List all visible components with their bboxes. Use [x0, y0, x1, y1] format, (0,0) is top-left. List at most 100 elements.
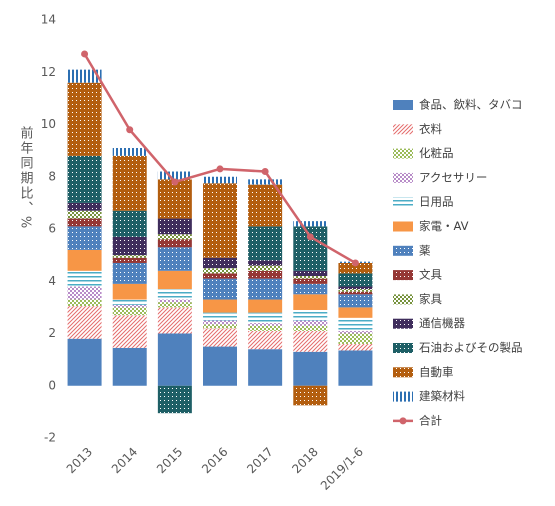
bar-segment [203, 268, 237, 274]
bar-segment [293, 278, 328, 284]
bar-segment [112, 262, 147, 284]
bar-segment [338, 350, 373, 386]
bar-segment [67, 155, 102, 203]
legend-label: 家具 [419, 292, 442, 306]
bar-segment [157, 333, 192, 386]
bar-segment [293, 385, 328, 406]
bar-segment [248, 323, 283, 326]
bar-segment [338, 273, 373, 287]
y-tick-label: 8 [48, 169, 56, 183]
legend-swatch [393, 270, 413, 281]
bar-segment [203, 278, 237, 300]
legend-label: 薬 [419, 243, 431, 257]
x-tick-label: 2016 [199, 445, 230, 476]
bar-segment [293, 221, 328, 227]
bar-segment [112, 210, 147, 237]
bar-segment [67, 202, 102, 211]
legend-label: 石油およびその製品 [419, 341, 523, 355]
bar-segment [67, 69, 102, 83]
bar-segment [203, 312, 237, 321]
total-marker [261, 168, 269, 176]
bar-segment [112, 257, 147, 263]
bar-segment [157, 307, 192, 334]
bar-segment [203, 328, 237, 347]
bar-segment [67, 286, 102, 300]
bar-segment [248, 330, 283, 350]
bar-segment [112, 236, 147, 256]
bar-segment [112, 255, 147, 258]
bar-segment [112, 283, 147, 300]
total-marker [171, 178, 179, 186]
y-tick-label: 14 [41, 13, 56, 27]
bar-segment [157, 299, 192, 303]
bar-segment [293, 330, 328, 352]
legend-label: 文具 [419, 268, 442, 282]
total-marker [216, 165, 224, 173]
y-tick-label: 10 [41, 117, 56, 131]
bar-segment [157, 385, 192, 414]
y-tick-label: -2 [44, 431, 56, 445]
bar-segment [157, 179, 192, 219]
bar-segment [203, 183, 237, 258]
legend-swatch [393, 148, 413, 159]
bar-segment [67, 249, 102, 271]
total-marker [81, 50, 89, 58]
bar-segment [293, 351, 328, 386]
y-tick-label: 12 [41, 65, 56, 79]
legend-swatch [393, 318, 413, 329]
bar-segment [203, 324, 237, 329]
bar-segment [248, 226, 283, 261]
bar-segment [248, 349, 283, 386]
bar-segment [157, 234, 192, 240]
bar-segment [157, 289, 192, 300]
bar-segment [112, 304, 147, 308]
bar-segment [112, 299, 147, 305]
legend-label: 衣料 [419, 122, 442, 136]
legend-swatch [393, 391, 413, 402]
bar-segment [338, 286, 373, 290]
bar-segment [293, 320, 328, 326]
y-tick-label: 0 [48, 378, 56, 392]
legend-marker [399, 417, 407, 425]
legend-swatch [393, 100, 413, 110]
bar-segment [67, 306, 102, 339]
legend-label: 建築材料 [419, 389, 465, 403]
total-marker [126, 126, 134, 134]
x-tick-label: 2018 [289, 445, 320, 476]
bar-segment [112, 307, 147, 316]
legend-label: 日用品 [419, 195, 454, 209]
x-tick-label: 2015 [154, 445, 185, 476]
bar-segment [248, 179, 283, 185]
bar-segment [338, 294, 373, 308]
legend-swatch [393, 124, 413, 135]
x-tick-label: 2013 [64, 445, 95, 476]
bar-segment [112, 315, 147, 348]
x-tick-label: 2019/1-6 [318, 445, 366, 493]
bar-segment [203, 257, 237, 269]
bar-segment [67, 270, 102, 287]
bar-segment [248, 260, 283, 266]
bar-segment [67, 218, 102, 227]
bar-segment [203, 320, 237, 325]
bar-segment [157, 247, 192, 271]
bar-segment [338, 289, 373, 292]
legend-label: 家電・AV [419, 219, 469, 233]
bar-segment [157, 302, 192, 308]
legend-swatch [393, 294, 413, 305]
bar-segment [338, 262, 373, 274]
bar-segment [112, 347, 147, 386]
legend-swatch [393, 221, 413, 232]
bar-segment [157, 171, 192, 180]
bar-segment [338, 343, 373, 351]
bar-segment [67, 82, 102, 156]
total-marker [306, 233, 314, 241]
bar-segment [293, 270, 328, 277]
y-tick-label: 4 [48, 274, 56, 288]
bar-segment [157, 270, 192, 290]
bar-segment [203, 346, 237, 386]
bar-segment [293, 276, 328, 279]
legend-swatch [393, 172, 413, 183]
bar-segment [338, 317, 373, 331]
